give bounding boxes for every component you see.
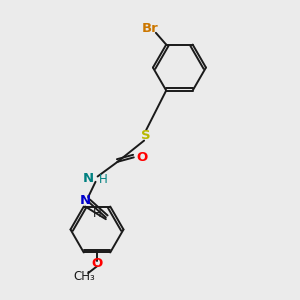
Text: S: S [141,129,150,142]
Text: H: H [99,173,108,186]
Text: Br: Br [142,22,158,35]
Text: O: O [92,257,103,270]
Text: N: N [82,172,94,185]
Text: O: O [137,151,148,164]
Text: N: N [80,194,92,207]
Text: CH₃: CH₃ [73,270,94,283]
Text: H: H [93,207,102,220]
